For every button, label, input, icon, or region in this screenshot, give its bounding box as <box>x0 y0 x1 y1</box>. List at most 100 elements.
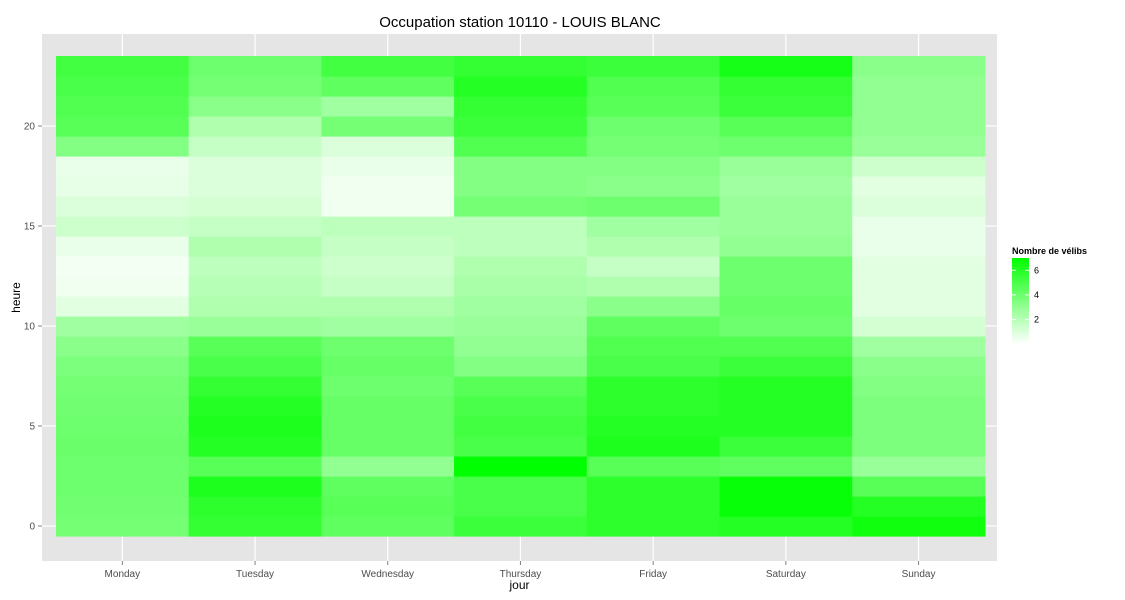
heatmap-cell <box>56 316 190 337</box>
heatmap-cell <box>719 376 853 397</box>
heatmap-cell <box>321 136 455 157</box>
heatmap-cell <box>719 156 853 177</box>
heatmap-cell <box>719 56 853 77</box>
y-axis-ticks: 0 5 10 15 20 <box>24 122 42 533</box>
heatmap-cell <box>188 176 322 197</box>
heatmap-cell <box>321 336 455 357</box>
heatmap-cell <box>56 96 190 117</box>
heatmap-cell <box>454 216 588 237</box>
heatmap-cell <box>454 416 588 437</box>
y-tick-label: 15 <box>24 222 36 233</box>
heatmap-cell <box>586 256 721 277</box>
heatmap-cell <box>852 136 986 157</box>
heatmap-cell <box>852 516 986 537</box>
heatmap-cell <box>56 376 190 397</box>
heatmap-cell <box>321 236 455 257</box>
heatmap-cell <box>321 376 455 397</box>
heatmap-cell <box>719 316 853 337</box>
heatmap-cell <box>56 296 190 317</box>
heatmap-cell <box>586 396 721 417</box>
x-tick-label: Wednesday <box>361 569 414 580</box>
heatmap-cell <box>321 396 455 417</box>
heatmap-cell <box>188 496 322 517</box>
heatmap-cell <box>454 96 588 117</box>
heatmap-cell <box>321 456 455 477</box>
heatmap-cell <box>454 316 588 337</box>
heatmap-cell <box>321 256 455 277</box>
heatmap-cell <box>188 276 322 297</box>
heatmap-cell <box>454 396 588 417</box>
heatmap-cell <box>56 416 190 437</box>
heatmap-cell <box>719 196 853 217</box>
heatmap-cell <box>188 436 322 457</box>
x-tick-label: Saturday <box>766 569 806 580</box>
heatmap-cell <box>852 316 986 337</box>
heatmap-cell <box>56 456 190 477</box>
heatmap-cell <box>321 476 455 497</box>
heatmap-cell <box>586 116 721 137</box>
heatmap-cell <box>586 516 721 537</box>
heatmap-cell <box>56 56 190 77</box>
heatmap-cell <box>188 296 322 317</box>
legend-tick-label: 2 <box>1034 314 1039 324</box>
heatmap-cell <box>852 116 986 137</box>
heatmap-cell <box>188 236 322 257</box>
heatmap-cell <box>852 496 986 517</box>
heatmap-cell <box>454 516 588 537</box>
heatmap-cell <box>188 56 322 77</box>
heatmap-cell <box>852 196 986 217</box>
legend-tick-label: 6 <box>1034 265 1039 275</box>
heatmap-cell <box>188 196 322 217</box>
heatmap-cell <box>321 156 455 177</box>
heatmap-cell <box>852 296 986 317</box>
x-tick-label: Sunday <box>902 569 936 580</box>
heatmap-cell <box>188 76 322 97</box>
legend-colorbar <box>1012 258 1029 344</box>
heatmap-cell <box>454 356 588 377</box>
heatmap-cell <box>454 296 588 317</box>
heatmap-cell <box>586 96 721 117</box>
heatmap-cell <box>719 456 853 477</box>
heatmap-cell <box>188 516 322 537</box>
heatmap-cell <box>586 176 721 197</box>
heatmap-cell <box>321 96 455 117</box>
y-tick-label: 5 <box>29 422 35 433</box>
heatmap-cell <box>454 156 588 177</box>
heatmap-cell <box>586 356 721 377</box>
y-tick-label: 0 <box>29 522 35 533</box>
heatmap-cell <box>321 116 455 137</box>
heatmap-cell <box>719 116 853 137</box>
heatmap-cell <box>586 436 721 457</box>
heatmap-cell <box>321 416 455 437</box>
heatmap-cell <box>321 436 455 457</box>
heatmap-cell <box>586 296 721 317</box>
heatmap-cell <box>321 316 455 337</box>
x-tick-label: Tuesday <box>236 569 274 580</box>
heatmap-cell <box>56 336 190 357</box>
heatmap-cell <box>719 436 853 457</box>
heatmap-cell <box>321 216 455 237</box>
heatmap-cell <box>586 376 721 397</box>
heatmap-cell <box>454 176 588 197</box>
heatmap-cell <box>719 516 853 537</box>
heatmap-cell <box>852 336 986 357</box>
heatmap-cell <box>188 476 322 497</box>
heatmap-cell <box>454 376 588 397</box>
heatmap-cell <box>56 496 190 517</box>
heatmap-cell <box>188 116 322 137</box>
heatmap-cell <box>454 496 588 517</box>
x-axis-title: jour <box>508 578 529 592</box>
heatmap-cell <box>56 216 190 237</box>
y-tick-label: 10 <box>24 322 36 333</box>
heatmap-cell <box>56 76 190 97</box>
heatmap-cell <box>188 96 322 117</box>
y-axis-title: heure <box>9 282 23 313</box>
heatmap-cell <box>586 56 721 77</box>
heatmap-cells <box>56 56 986 537</box>
heatmap-cell <box>852 236 986 257</box>
heatmap-cell <box>852 276 986 297</box>
heatmap-cell <box>719 396 853 417</box>
legend: Nombre de vélibs 2 4 6 <box>1012 246 1087 344</box>
x-tick-label: Monday <box>105 569 141 580</box>
